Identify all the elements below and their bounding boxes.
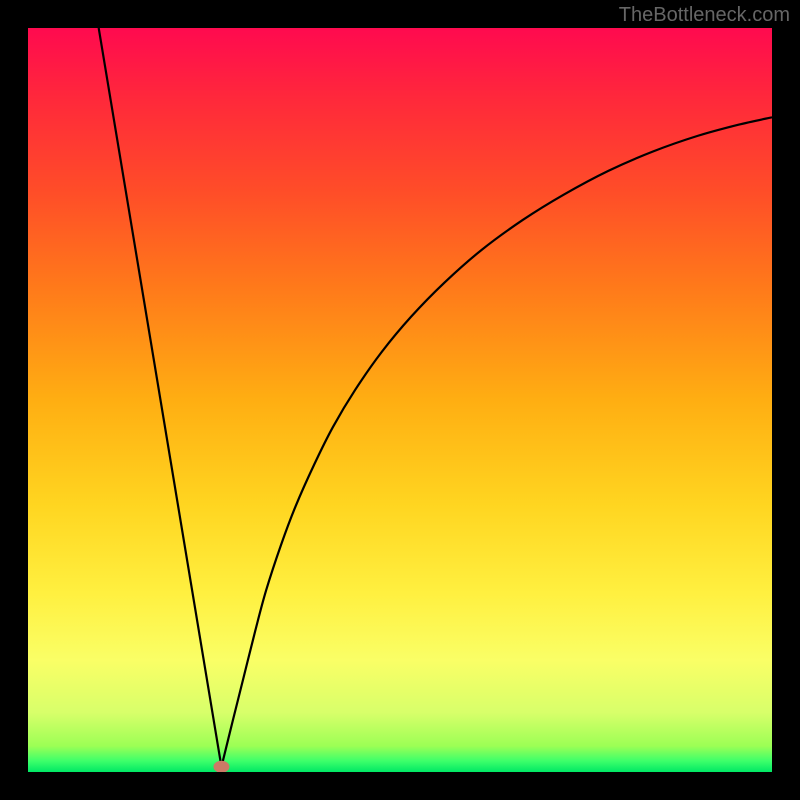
watermark-text: TheBottleneck.com	[619, 4, 790, 27]
plot-area	[28, 28, 772, 772]
gradient-background	[28, 28, 772, 772]
bottleneck-chart: TheBottleneck.com	[0, 0, 800, 800]
